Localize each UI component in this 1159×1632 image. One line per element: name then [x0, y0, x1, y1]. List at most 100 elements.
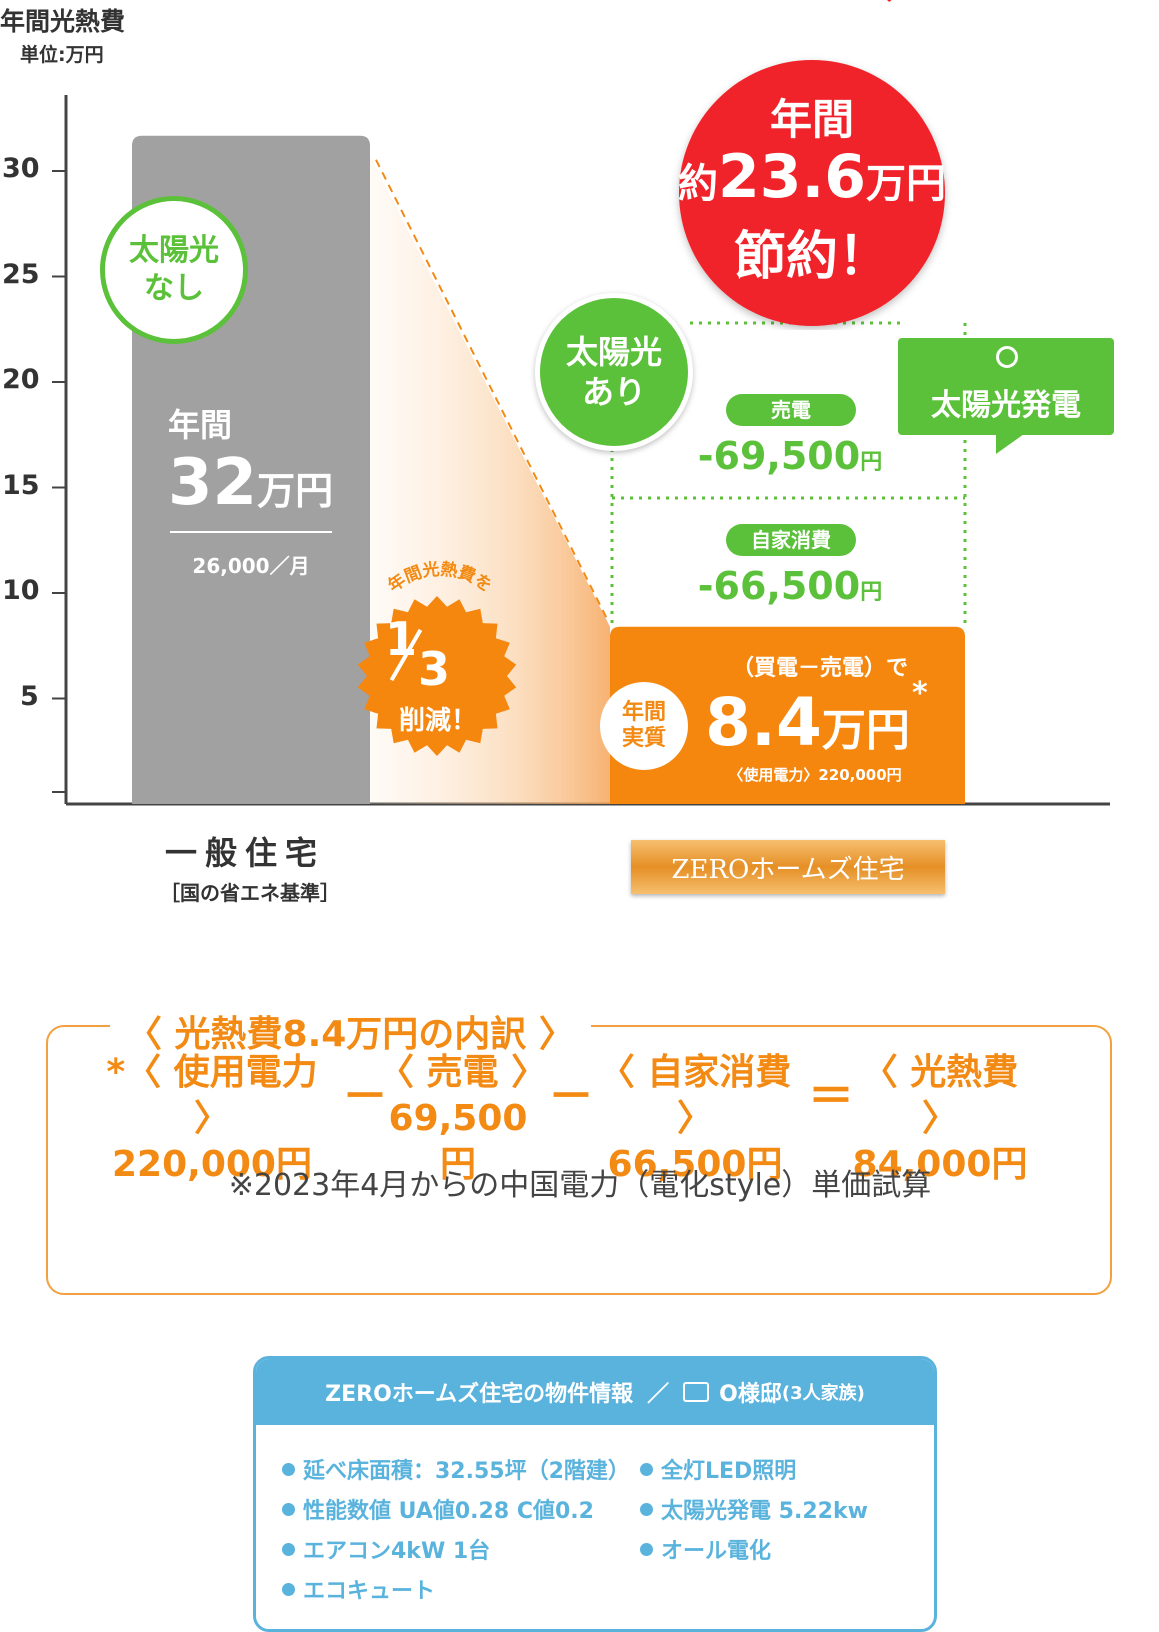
solar-callout-pointer	[996, 434, 1024, 454]
breakdown-term-self: 〈 自家消費 〉 66,500円	[590, 1050, 800, 1188]
y-tick-label: 10	[2, 575, 40, 606]
breakdown-title: 〈 光熱費8.4万円の内訳 〉	[110, 1005, 591, 1057]
zero-value-unit: 万円	[821, 705, 910, 756]
list-item: エコキュート	[282, 1569, 642, 1609]
saving-badge: 一般住宅と比べて	[679, 0, 945, 326]
bullet-icon	[282, 1462, 295, 1476]
sell-unit: 円	[860, 450, 883, 475]
zero-value: 8.4万円	[705, 684, 910, 761]
reduction-star-shape	[357, 596, 517, 756]
list-item: 延べ床面積：32.55坪（2階建）	[282, 1449, 642, 1489]
reduction-label: 削減！	[398, 706, 477, 736]
no-solar-badge-line1: 太陽光	[129, 233, 219, 268]
property-info-right-list: 全灯LED照明 太陽光発電 5.22kw オール電化	[640, 1449, 930, 1569]
breakdown-term-value: 84,000円	[852, 1144, 1028, 1185]
general-monthly: 26,000／月	[192, 554, 310, 578]
saving-circle	[679, 60, 945, 326]
list-item-text: 全灯LED照明	[661, 1459, 797, 1484]
breakdown-term-usage: *〈 使用電力 〉 220,000円	[92, 1050, 332, 1188]
property-info-left-list: 延べ床面積：32.55坪（2階建） 性能数値 UA値0.28 C値0.2 エアコ…	[282, 1449, 642, 1609]
reduction-badge: 年間光熱費を	[357, 560, 517, 756]
with-solar-badge-line1: 太陽光	[565, 333, 662, 371]
zero-value-number: 8.4	[705, 684, 822, 761]
zero-formula-note: （買電－売電）で	[731, 656, 908, 681]
sell-amount: -69,500円	[690, 434, 890, 478]
zero-plate-text: ZEROホームズ住宅	[671, 854, 905, 885]
y-tick-label: 20	[2, 364, 40, 395]
category-general-note: ［国の省エネ基準］	[160, 881, 340, 905]
property-info-separator: ／	[647, 1382, 670, 1407]
saving-line1: 年間	[769, 95, 854, 144]
sell-tag: 売電	[726, 394, 856, 426]
breakdown-term-value: 66,500円	[607, 1144, 783, 1185]
self-consumption-unit: 円	[860, 580, 883, 605]
zero-plate: ZEROホームズ住宅	[631, 840, 945, 894]
breakdown-op-minus: －	[548, 1069, 594, 1123]
zero-asterisk: *	[912, 676, 928, 711]
list-item-text: エアコン4kW 1台	[303, 1539, 491, 1564]
list-item: エアコン4kW 1台	[282, 1529, 642, 1569]
bullet-icon	[282, 1502, 295, 1516]
saving-prefix: 約	[677, 161, 718, 207]
y-axis-title: 年間光熱費	[0, 7, 126, 36]
list-item: 性能数値 UA値0.28 C値0.2	[282, 1489, 642, 1529]
property-owner: O様邸	[719, 1382, 782, 1407]
breakdown-term-label: 〈 自家消費 〉	[598, 1052, 792, 1139]
property-family: (3人家族)	[781, 1383, 865, 1404]
saving-line2: 約23.6万円	[652, 142, 972, 212]
bullet-icon	[282, 1582, 295, 1596]
breakdown-term-sell: 〈 売電 〉 69,500円	[378, 1050, 548, 1188]
bar-zero	[610, 626, 965, 804]
breakdown-op-equals: ＝	[808, 1069, 854, 1123]
no-solar-badge: 太陽光 なし	[100, 196, 248, 344]
reduction-arc-text: 年間光熱費を	[384, 560, 496, 597]
list-item-text: 太陽光発電 5.22kw	[661, 1499, 868, 1524]
property-info-title: ZEROホームズ住宅の物件情報	[325, 1382, 634, 1407]
bullet-icon	[640, 1542, 653, 1556]
with-solar-badge: 太陽光 あり	[535, 293, 693, 451]
breakdown-term-label: *〈 使用電力 〉	[106, 1052, 318, 1139]
house-icon	[683, 1382, 710, 1402]
y-tick-label: 30	[2, 153, 40, 184]
zero-real-badge-line2: 実質	[621, 726, 666, 751]
sun-icon	[996, 346, 1018, 368]
sell-value: -69,500	[697, 434, 861, 478]
solar-callout: 太陽光発電	[898, 338, 1114, 435]
list-item: 太陽光発電 5.22kw	[640, 1489, 930, 1529]
bullet-icon	[640, 1502, 653, 1516]
list-item: オール電化	[640, 1529, 930, 1569]
reduction-denominator: 3	[418, 642, 451, 696]
saving-value: 23.6	[717, 142, 867, 212]
category-general: 一般住宅	[164, 834, 325, 872]
list-item-text: オール電化	[661, 1539, 772, 1564]
self-consumption-amount: -66,500円	[690, 564, 890, 608]
y-axis-unit: 単位:万円	[20, 44, 104, 66]
zero-real-badge-line1: 年間	[621, 700, 666, 725]
list-item: 全灯LED照明	[640, 1449, 930, 1489]
breakdown-term-value: 220,000円	[112, 1144, 312, 1185]
self-consumption-value: -66,500	[697, 564, 861, 608]
list-item-text: 性能数値 UA値0.28 C値0.2	[303, 1499, 594, 1524]
property-info-box: ZEROホームズ住宅の物件情報 ／ O様邸 (3人家族) 延べ床面積：32.55…	[253, 1356, 937, 1632]
breakdown-op-minus: －	[342, 1069, 388, 1123]
breakdown-note: ※2023年4月からの中国電力（電化style）単価試算	[228, 1168, 932, 1203]
bullet-icon	[640, 1462, 653, 1476]
breakdown-term-label: 〈 光熱費 〉	[861, 1052, 1019, 1139]
y-tick-label: 15	[2, 469, 40, 501]
saving-line3: 節約！	[733, 227, 890, 287]
solar-callout-text: 太陽光発電	[931, 388, 1081, 423]
y-tick-label: 25	[2, 258, 40, 290]
svg-text:一般住宅と比べて: 一般住宅と比べて	[720, 0, 905, 9]
zero-real-badge: 年間 実質	[600, 682, 688, 770]
breakdown-term-value: 69,500円	[388, 1098, 528, 1185]
self-consumption-tag: 自家消費	[726, 524, 856, 556]
breakdown-term-total: 〈 光熱費 〉 84,000円	[850, 1050, 1030, 1188]
property-info-header: ZEROホームズ住宅の物件情報 ／ O様邸 (3人家族)	[256, 1359, 934, 1425]
list-item-text: 延べ床面積：32.55坪（2階建）	[303, 1459, 630, 1484]
saving-unit: 万円	[866, 161, 947, 207]
breakdown-term-label: 〈 売電 〉	[378, 1052, 548, 1093]
saving-arc-text: 一般住宅と比べて	[720, 0, 905, 9]
general-year-label: 年間	[168, 406, 233, 444]
no-solar-badge-line2: なし	[144, 271, 204, 306]
general-value: 32万円	[168, 446, 333, 520]
